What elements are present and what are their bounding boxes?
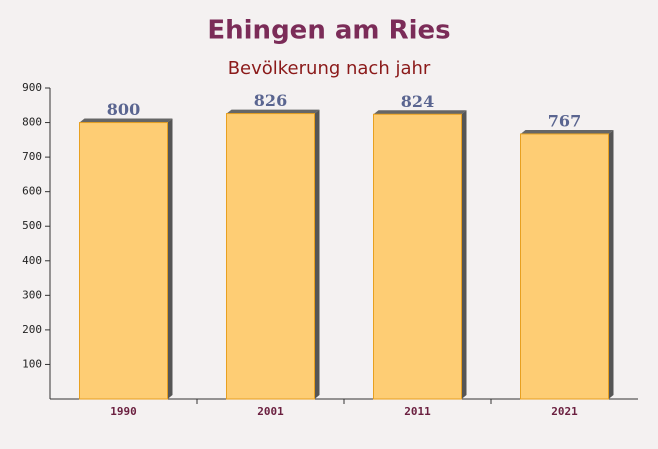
value-label: 824 — [401, 92, 434, 111]
bar — [79, 122, 168, 400]
bar-shadow — [314, 109, 320, 400]
y-tick-label: 400 — [22, 254, 42, 267]
bar-shadow — [167, 118, 173, 400]
bar — [373, 113, 462, 400]
value-label: 767 — [548, 111, 581, 130]
chart-subtitle: Bevölkerung nach jahr — [228, 58, 431, 79]
bar — [520, 133, 609, 400]
y-tick-label: 500 — [22, 219, 42, 232]
bar-shadow — [608, 129, 614, 399]
x-tick-label: 2021 — [551, 405, 578, 418]
value-label: 826 — [254, 91, 287, 110]
x-tick-label: 1990 — [110, 405, 137, 418]
y-tick-label: 200 — [22, 323, 42, 336]
bar-shadow — [226, 109, 320, 114]
y-tick-label: 700 — [22, 150, 42, 163]
x-tick-label: 2001 — [257, 405, 284, 418]
bar-shadow — [79, 118, 173, 123]
bar-shadow — [520, 129, 614, 134]
value-label: 800 — [107, 100, 140, 119]
bar — [226, 113, 315, 400]
chart-title: Ehingen am Ries — [207, 16, 450, 46]
y-tick-label: 800 — [22, 116, 42, 129]
x-tick-label: 2011 — [404, 405, 431, 418]
y-tick-label: 600 — [22, 185, 42, 198]
y-tick-label: 300 — [22, 288, 42, 301]
y-tick-label: 900 — [22, 81, 42, 94]
bar-shadow — [373, 110, 467, 115]
bar-shadow — [461, 110, 467, 400]
y-tick-label: 100 — [22, 357, 42, 370]
